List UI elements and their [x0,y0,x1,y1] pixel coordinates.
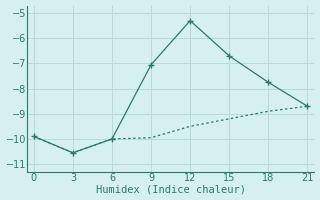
X-axis label: Humidex (Indice chaleur): Humidex (Indice chaleur) [96,184,246,194]
